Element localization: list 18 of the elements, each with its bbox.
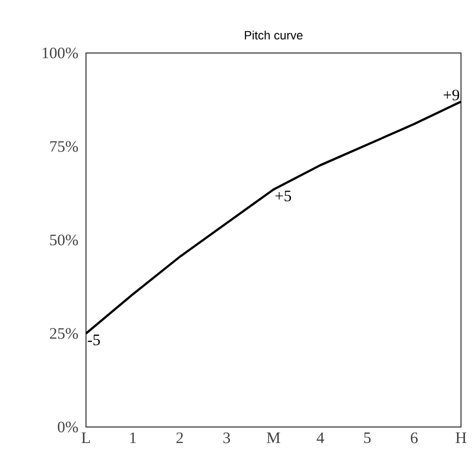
x-tick-label: 4: [316, 432, 324, 443]
y-tick-label: 25%: [50, 328, 78, 339]
x-tick-label: L: [82, 432, 90, 443]
x-tick-label: 6: [410, 432, 418, 444]
annotation: +5: [276, 190, 292, 202]
x-tick-label: 1: [130, 432, 136, 444]
x-tick-label: 3: [223, 432, 230, 444]
annotation: +9: [444, 90, 460, 100]
y-tick-label: 50%: [50, 234, 78, 246]
y-tick-label: 75%: [50, 141, 78, 152]
y-tick-label: 100%: [42, 48, 78, 58]
x-tick-label: 2: [176, 432, 183, 444]
x-tick-label: M: [266, 432, 280, 443]
chart-title: Pitch curve: [244, 30, 303, 40]
x-tick-label: H: [456, 432, 466, 443]
annotation: -5: [88, 334, 100, 346]
x-tick-label: 5: [364, 432, 371, 444]
y-tick-label: 0%: [58, 422, 78, 432]
